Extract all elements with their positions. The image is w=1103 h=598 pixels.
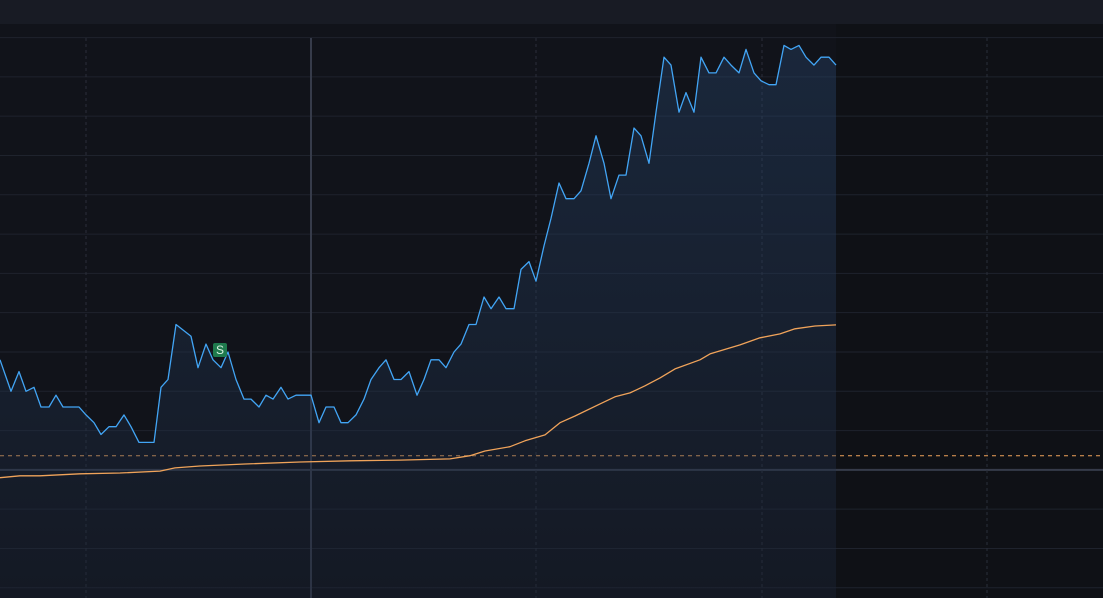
- area: [0, 45, 836, 598]
- top-bar: [0, 0, 1103, 24]
- signal-label: S: [216, 343, 224, 357]
- line: [0, 44, 837, 444]
- line: [0, 324, 837, 479]
- future-region: [836, 24, 1103, 598]
- signal-marker: [213, 343, 227, 358]
